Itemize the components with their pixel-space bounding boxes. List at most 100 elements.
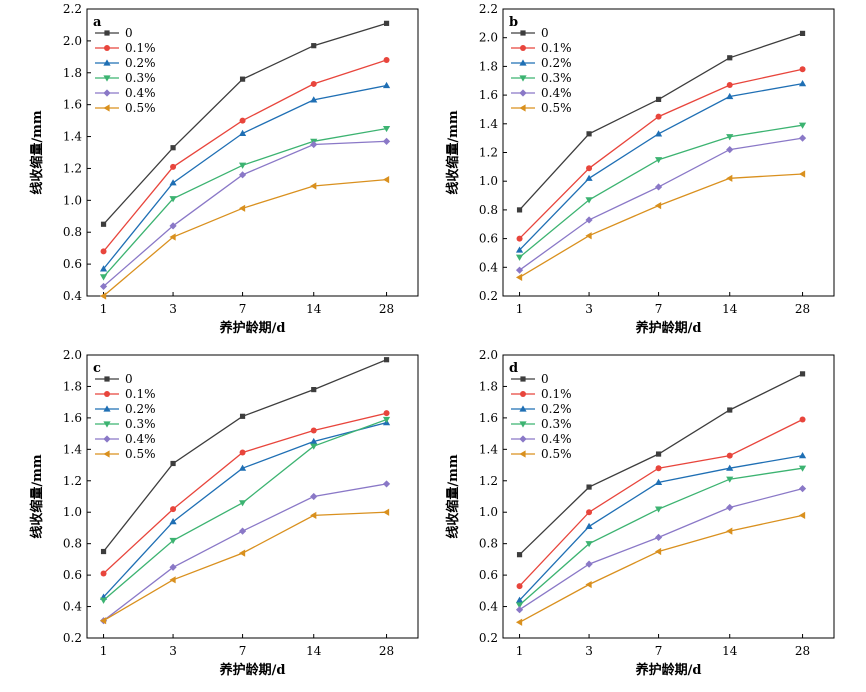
chart-panel-b: b 0.2 0.4 0.6 0.8 1.0 1.2 1.4 1.6 1.8 2.0 2.2 1 3 7 14 2…	[445, 2, 835, 336]
series-0	[516, 30, 806, 213]
legend-label: 0.1%	[125, 41, 156, 55]
legend-entry: 0.1%	[95, 41, 156, 55]
data-point	[238, 204, 246, 212]
data-point	[169, 518, 177, 525]
y-axis-title: 线收缩量/mm	[445, 454, 461, 539]
data-point	[238, 527, 247, 535]
data-point	[585, 216, 593, 224]
y-tick-label: 2.2	[479, 2, 498, 16]
y-tick-label: 1.6	[479, 411, 498, 425]
series-1	[100, 57, 390, 255]
data-point	[586, 165, 593, 172]
data-point	[654, 130, 663, 137]
legend-label: 0.2%	[125, 402, 156, 416]
data-point	[586, 509, 593, 516]
legend-label: 0.2%	[125, 56, 156, 70]
series-line	[519, 454, 803, 601]
legend-entry: 0	[95, 372, 133, 386]
y-tick-label: 0.8	[479, 203, 498, 217]
data-point	[100, 570, 107, 577]
data-point	[799, 30, 806, 36]
data-point	[238, 162, 247, 169]
data-point	[726, 503, 734, 512]
y-tick-label: 1.6	[63, 411, 82, 425]
legend-entry: 0.1%	[511, 41, 572, 55]
legend-label: 0.1%	[125, 387, 156, 401]
legend-swatch-marker	[103, 405, 111, 412]
legend-label: 0.1%	[541, 41, 572, 55]
data-point	[383, 410, 390, 417]
data-point	[798, 465, 807, 472]
legend-entry: 0.2%	[511, 402, 572, 416]
legend-swatch-marker	[103, 59, 111, 66]
legend-swatch-marker	[519, 89, 527, 97]
legend-label: 0.3%	[541, 417, 572, 431]
series-line	[103, 127, 387, 278]
y-tick-label: 1.2	[63, 161, 82, 175]
data-point	[516, 583, 523, 590]
legend-swatch-marker	[520, 45, 526, 51]
data-point	[238, 549, 246, 557]
series-2	[99, 81, 391, 272]
data-point	[169, 576, 176, 584]
data-point	[382, 137, 391, 145]
x-tick-label: 28	[379, 302, 394, 316]
data-point	[515, 273, 523, 281]
legend-swatch-marker	[103, 89, 111, 97]
legend-label: 0	[125, 26, 133, 40]
data-point	[99, 265, 108, 272]
data-point	[169, 233, 176, 241]
y-tick-label: 0.4	[479, 600, 498, 614]
series-4	[515, 134, 807, 274]
y-tick-label: 1.0	[479, 505, 498, 519]
y-tick-label: 1.4	[63, 130, 82, 144]
legend-swatch-marker	[519, 59, 527, 66]
x-tick-label: 14	[306, 644, 322, 658]
data-point	[516, 235, 523, 242]
data-point	[99, 274, 108, 281]
data-point	[585, 541, 593, 548]
data-point	[585, 522, 593, 529]
data-point	[727, 407, 733, 413]
y-tick-label: 0.8	[63, 537, 82, 551]
data-point	[655, 113, 662, 120]
y-tick-label: 2.0	[63, 348, 82, 362]
data-point	[585, 560, 593, 568]
data-point	[798, 170, 806, 178]
plot-frame	[86, 354, 419, 639]
panel-letter: a	[93, 15, 102, 30]
legend-swatch-marker	[520, 30, 526, 36]
y-tick-label: 0.6	[63, 568, 82, 582]
series-line	[103, 178, 387, 297]
legend-label: 0.4%	[541, 86, 572, 100]
x-tick-label: 1	[100, 302, 108, 316]
data-point	[654, 478, 663, 485]
data-point	[311, 386, 317, 393]
y-tick-label: 1.0	[63, 193, 82, 207]
legend-entry: 0.5%	[511, 447, 572, 461]
data-point	[169, 537, 177, 545]
y-tick-label: 2.0	[63, 34, 82, 48]
data-point	[654, 201, 662, 210]
data-point	[238, 464, 247, 471]
series-2	[515, 80, 807, 253]
legend-entry: 0.2%	[95, 56, 156, 70]
data-point	[798, 134, 807, 142]
y-tick-label: 0.2	[479, 289, 498, 303]
data-point	[726, 146, 734, 154]
data-point	[169, 222, 177, 230]
panel-letter: b	[509, 15, 518, 30]
data-point	[310, 511, 317, 519]
data-point	[170, 506, 177, 513]
data-point	[515, 266, 524, 274]
y-tick-label: 1.8	[63, 66, 82, 80]
data-point	[727, 55, 733, 61]
data-point	[655, 96, 662, 103]
x-tick-label: 28	[795, 644, 810, 658]
legend-label: 0.1%	[541, 387, 572, 401]
data-point	[383, 20, 390, 26]
data-point	[799, 66, 806, 73]
series-5	[99, 176, 390, 300]
legend-label: 0.2%	[541, 402, 572, 416]
